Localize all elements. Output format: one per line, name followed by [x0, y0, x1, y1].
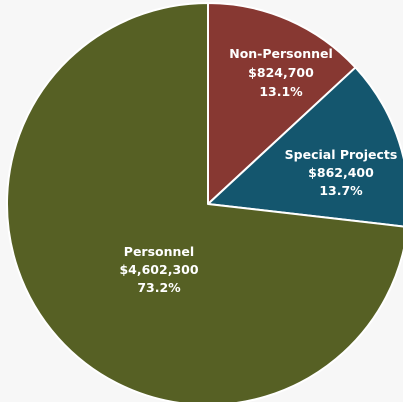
- slice-label-special-projects-name: Special Projects: [285, 147, 398, 162]
- pie-slice-non-personnel: [207, 2, 357, 205]
- slice-label-non-personnel-amount: $824,700: [248, 65, 314, 80]
- slice-label-special-projects-amount: $862,400: [308, 165, 374, 180]
- slice-label-special-projects-percent: 13.7%: [319, 183, 363, 198]
- pie-slice-special-projects: [207, 66, 403, 228]
- slice-label-personnel-name: Personnel: [124, 244, 194, 259]
- slice-label-personnel-amount: $4,602,300: [119, 262, 198, 277]
- slice-label-non-personnel-name: Non-Personnel: [229, 46, 333, 61]
- pie-slice-personnel: [5, 2, 403, 402]
- pie-slices: [5, 2, 403, 402]
- slice-label-personnel-percent: 73.2%: [137, 280, 181, 295]
- slice-label-non-personnel-percent: 13.1%: [259, 84, 303, 99]
